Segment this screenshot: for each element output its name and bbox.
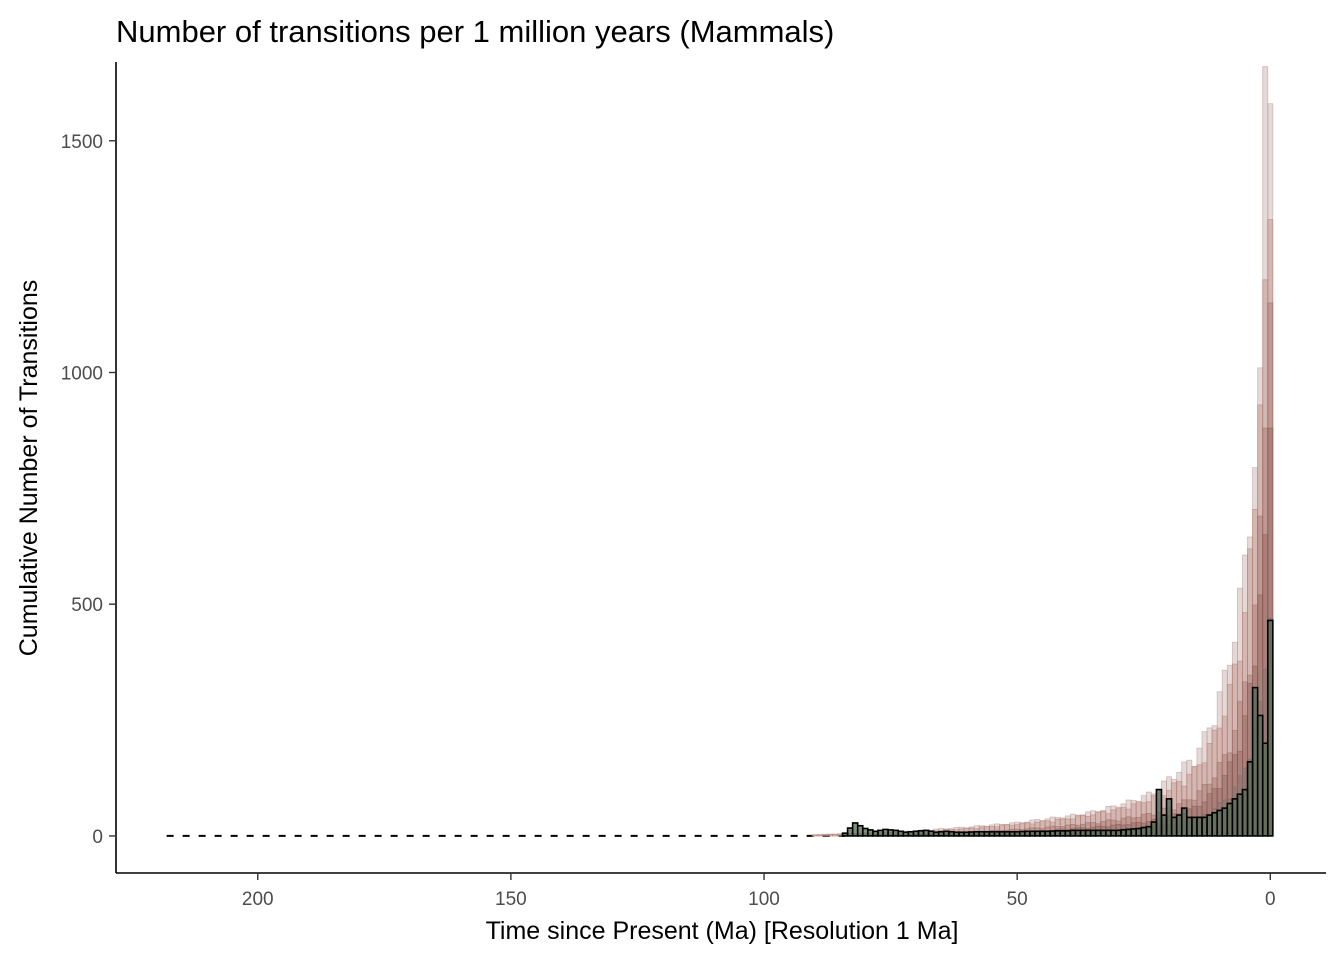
- y-axis-ticks: 0 500 1000 1500: [61, 132, 116, 848]
- y-tick-label: 1000: [61, 363, 103, 384]
- bar: [811, 834, 818, 837]
- x-tick-label: 0: [1265, 889, 1276, 910]
- x-tick-label: 50: [1007, 889, 1028, 910]
- y-tick-label: 0: [92, 827, 103, 848]
- x-axis-ticks: 200 150 100 50 0: [242, 873, 1276, 910]
- bar: [1266, 619, 1274, 837]
- bar: [816, 834, 823, 837]
- x-axis-title: Time since Present (Ma) [Resolution 1 Ma…: [486, 917, 959, 945]
- bar: [826, 834, 833, 837]
- bar: [821, 834, 828, 837]
- bar: [846, 827, 854, 837]
- series-5: [841, 619, 1274, 837]
- bar: [831, 833, 838, 837]
- series-0: [811, 66, 1274, 837]
- x-tick-label: 150: [495, 889, 527, 910]
- y-tick-label: 1500: [61, 132, 103, 153]
- y-tick-label: 500: [71, 595, 103, 616]
- bar: [1155, 788, 1163, 837]
- plot-area: [166, 66, 1274, 837]
- bar: [841, 832, 849, 837]
- x-tick-label: 200: [242, 889, 274, 910]
- chart-title: Number of transitions per 1 million year…: [116, 14, 834, 49]
- x-tick-label: 100: [748, 889, 780, 910]
- y-axis-title: Cumulative Number of Transitions: [15, 280, 43, 657]
